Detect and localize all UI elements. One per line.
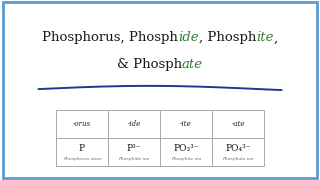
Text: PO₃³⁻: PO₃³⁻ bbox=[173, 144, 199, 153]
Text: P³⁻: P³⁻ bbox=[127, 144, 141, 153]
Text: PO₄³⁻: PO₄³⁻ bbox=[225, 144, 251, 153]
Text: Phosphide ion: Phosphide ion bbox=[118, 158, 150, 161]
Text: Phosphate ion: Phosphate ion bbox=[222, 158, 254, 161]
Text: P: P bbox=[79, 144, 85, 153]
Text: -ate: -ate bbox=[231, 120, 245, 128]
Text: -orus: -orus bbox=[73, 120, 91, 128]
Text: ide: ide bbox=[178, 31, 199, 44]
Text: , Phosph: , Phosph bbox=[199, 31, 256, 44]
Text: ,: , bbox=[274, 31, 278, 44]
Text: Phosphorus atom: Phosphorus atom bbox=[63, 158, 101, 161]
Text: ate: ate bbox=[182, 58, 203, 71]
Text: Phosphite ion: Phosphite ion bbox=[171, 158, 201, 161]
Text: -ide: -ide bbox=[127, 120, 140, 128]
Text: Phosphorus, Phosph: Phosphorus, Phosph bbox=[42, 31, 178, 44]
Text: ite: ite bbox=[256, 31, 274, 44]
Text: & Phosph: & Phosph bbox=[117, 58, 182, 71]
Bar bbox=[56, 110, 264, 166]
Text: -ite: -ite bbox=[180, 120, 192, 128]
FancyBboxPatch shape bbox=[3, 2, 317, 178]
